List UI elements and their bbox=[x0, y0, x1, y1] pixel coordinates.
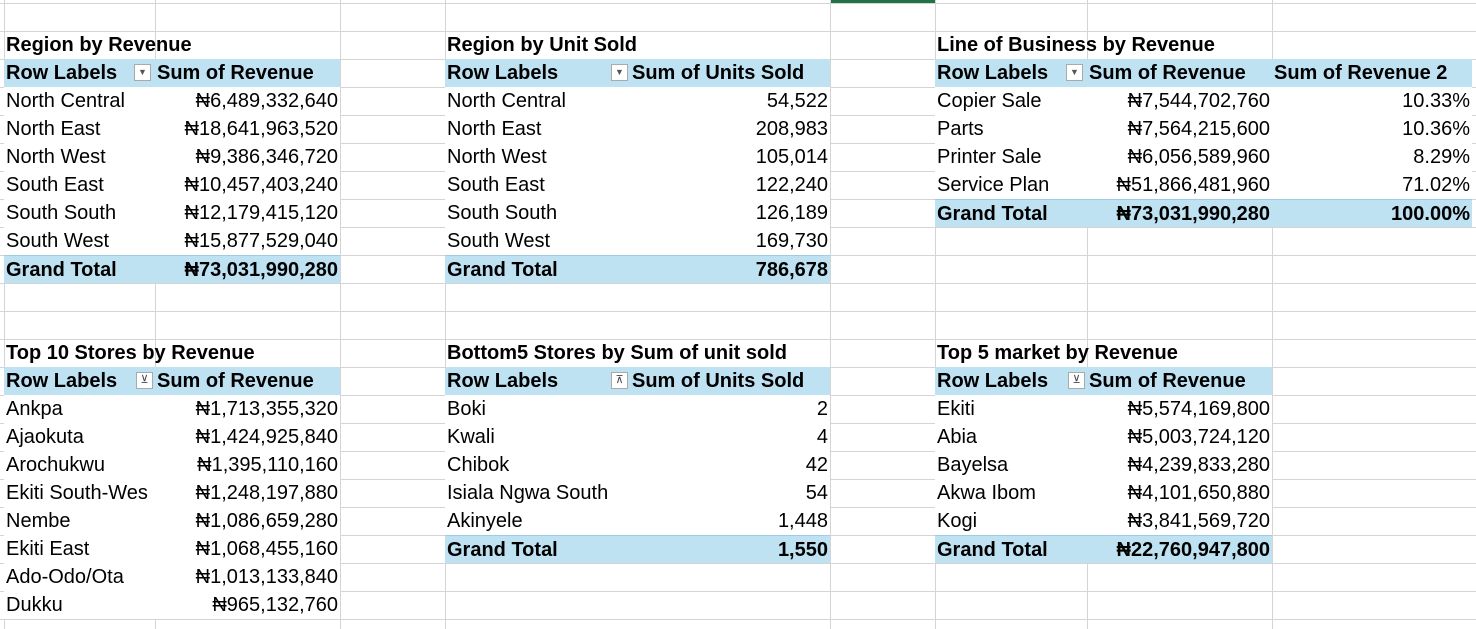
sort-filter-icon[interactable]: ⊻ bbox=[136, 372, 153, 389]
table-row[interactable]: North Central 54,522 bbox=[445, 87, 830, 115]
grand-total-row[interactable]: Grand Total ₦22,760,947,800 bbox=[935, 535, 1272, 563]
value-header[interactable]: Sum of Revenue bbox=[157, 370, 314, 392]
table-row[interactable]: Abia ₦5,003,724,120 bbox=[935, 423, 1272, 451]
table-row[interactable]: Nembe ₦1,086,659,280 bbox=[4, 507, 340, 535]
pivot-header-row[interactable]: Row Labels ⊻ Sum of Revenue bbox=[935, 367, 1272, 395]
value-header[interactable]: Sum of Revenue bbox=[1089, 62, 1246, 84]
table-row[interactable]: South South ₦12,179,415,120 bbox=[4, 199, 340, 227]
table-row[interactable]: Bayelsa ₦4,239,833,280 bbox=[935, 451, 1272, 479]
table-row[interactable]: Arochukwu ₦1,395,110,160 bbox=[4, 451, 340, 479]
table-row[interactable]: Parts ₦7,564,215,600 10.36% bbox=[935, 115, 1472, 143]
grand-total-row[interactable]: Grand Total 1,550 bbox=[445, 535, 830, 563]
value-header[interactable]: Sum of Revenue bbox=[1089, 370, 1246, 392]
table-row[interactable]: Dukku ₦965,132,760 bbox=[4, 591, 340, 619]
table-row[interactable]: Copier Sale ₦7,544,702,760 10.33% bbox=[935, 87, 1472, 115]
table-row[interactable]: Printer Sale ₦6,056,589,960 8.29% bbox=[935, 143, 1472, 171]
row-labels-header[interactable]: Row Labels ▼ bbox=[935, 59, 1087, 87]
value-header[interactable]: Sum of Revenue bbox=[157, 62, 314, 84]
pivot-header-row[interactable]: Row Labels ▼ Sum of Units Sold bbox=[445, 59, 830, 87]
pivot-title: Line of Business by Revenue bbox=[937, 34, 1215, 56]
pivot-header-row[interactable]: Row Labels ⊼ Sum of Units Sold bbox=[445, 367, 830, 395]
table-row[interactable]: South East ₦10,457,403,240 bbox=[4, 171, 340, 199]
pivot-header-row[interactable]: Row Labels ▼ Sum of Revenue Sum of Reven… bbox=[935, 59, 1472, 87]
table-row[interactable]: Boki 2 bbox=[445, 395, 830, 423]
pivot-header-row[interactable]: Row Labels ▼ Sum of Revenue bbox=[4, 59, 340, 87]
table-row[interactable]: South East 122,240 bbox=[445, 171, 830, 199]
table-row[interactable]: North East 208,983 bbox=[445, 115, 830, 143]
table-row[interactable]: Akwa Ibom ₦4,101,650,880 bbox=[935, 479, 1272, 507]
table-row[interactable]: Ado-Odo/Ota ₦1,013,133,840 bbox=[4, 563, 340, 591]
table-row[interactable]: Ajaokuta ₦1,424,925,840 bbox=[4, 423, 340, 451]
value-header-2[interactable]: Sum of Revenue 2 bbox=[1274, 62, 1448, 84]
grand-total-row[interactable]: Grand Total 786,678 bbox=[445, 255, 830, 283]
value-header[interactable]: Sum of Units Sold bbox=[632, 370, 805, 392]
pivot-title: Bottom5 Stores by Sum of unit sold bbox=[447, 342, 788, 364]
table-row[interactable]: Service Plan ₦51,866,481,960 71.02% bbox=[935, 171, 1472, 199]
row-labels-header[interactable]: Row Labels ▼ bbox=[4, 59, 155, 87]
table-row[interactable]: Ekiti East ₦1,068,455,160 bbox=[4, 535, 340, 563]
sort-filter-icon[interactable]: ⊻ bbox=[1068, 372, 1085, 389]
row-labels-header[interactable]: Row Labels ▼ bbox=[445, 59, 630, 87]
table-row[interactable]: North East ₦18,641,963,520 bbox=[4, 115, 340, 143]
chevron-down-icon[interactable]: ▼ bbox=[1066, 64, 1083, 81]
sort-filter-icon[interactable]: ⊼ bbox=[611, 372, 628, 389]
row-labels-header[interactable]: Row Labels ⊼ bbox=[445, 367, 630, 395]
table-row[interactable]: South West 169,730 bbox=[445, 227, 830, 255]
table-row[interactable]: Isiala Ngwa South 54 bbox=[445, 479, 830, 507]
table-row[interactable]: South West ₦15,877,529,040 bbox=[4, 227, 340, 255]
table-row[interactable]: Ekiti ₦5,574,169,800 bbox=[935, 395, 1272, 423]
row-labels-header[interactable]: Row Labels ⊻ bbox=[935, 367, 1087, 395]
table-row[interactable]: Akinyele 1,448 bbox=[445, 507, 830, 535]
table-row[interactable]: North West ₦9,386,346,720 bbox=[4, 143, 340, 171]
value-header[interactable]: Sum of Units Sold bbox=[632, 62, 805, 84]
pivot-header-row[interactable]: Row Labels ⊻ Sum of Revenue bbox=[4, 367, 340, 395]
table-row[interactable]: North Central ₦6,489,332,640 bbox=[4, 87, 340, 115]
row-labels-header[interactable]: Row Labels ⊻ bbox=[4, 367, 155, 395]
active-cell-indicator bbox=[831, 0, 935, 3]
pivot-title: Region by Revenue bbox=[6, 34, 192, 56]
table-row[interactable]: Kogi ₦3,841,569,720 bbox=[935, 507, 1272, 535]
table-row[interactable]: Kwali 4 bbox=[445, 423, 830, 451]
chevron-down-icon[interactable]: ▼ bbox=[134, 64, 151, 81]
table-row[interactable]: Ankpa ₦1,713,355,320 bbox=[4, 395, 340, 423]
pivot-title: Top 5 market by Revenue bbox=[937, 342, 1178, 364]
table-row[interactable]: North West 105,014 bbox=[445, 143, 830, 171]
grand-total-row[interactable]: Grand Total ₦73,031,990,280 bbox=[4, 255, 340, 283]
pivot-title: Top 10 Stores by Revenue bbox=[6, 342, 255, 364]
grand-total-row[interactable]: Grand Total ₦73,031,990,280 100.00% bbox=[935, 199, 1472, 227]
pivot-title: Region by Unit Sold bbox=[447, 34, 637, 56]
table-row[interactable]: Chibok 42 bbox=[445, 451, 830, 479]
table-row[interactable]: South South 126,189 bbox=[445, 199, 830, 227]
table-row[interactable]: Ekiti South-Wes ₦1,248,197,880 bbox=[4, 479, 340, 507]
chevron-down-icon[interactable]: ▼ bbox=[611, 64, 628, 81]
